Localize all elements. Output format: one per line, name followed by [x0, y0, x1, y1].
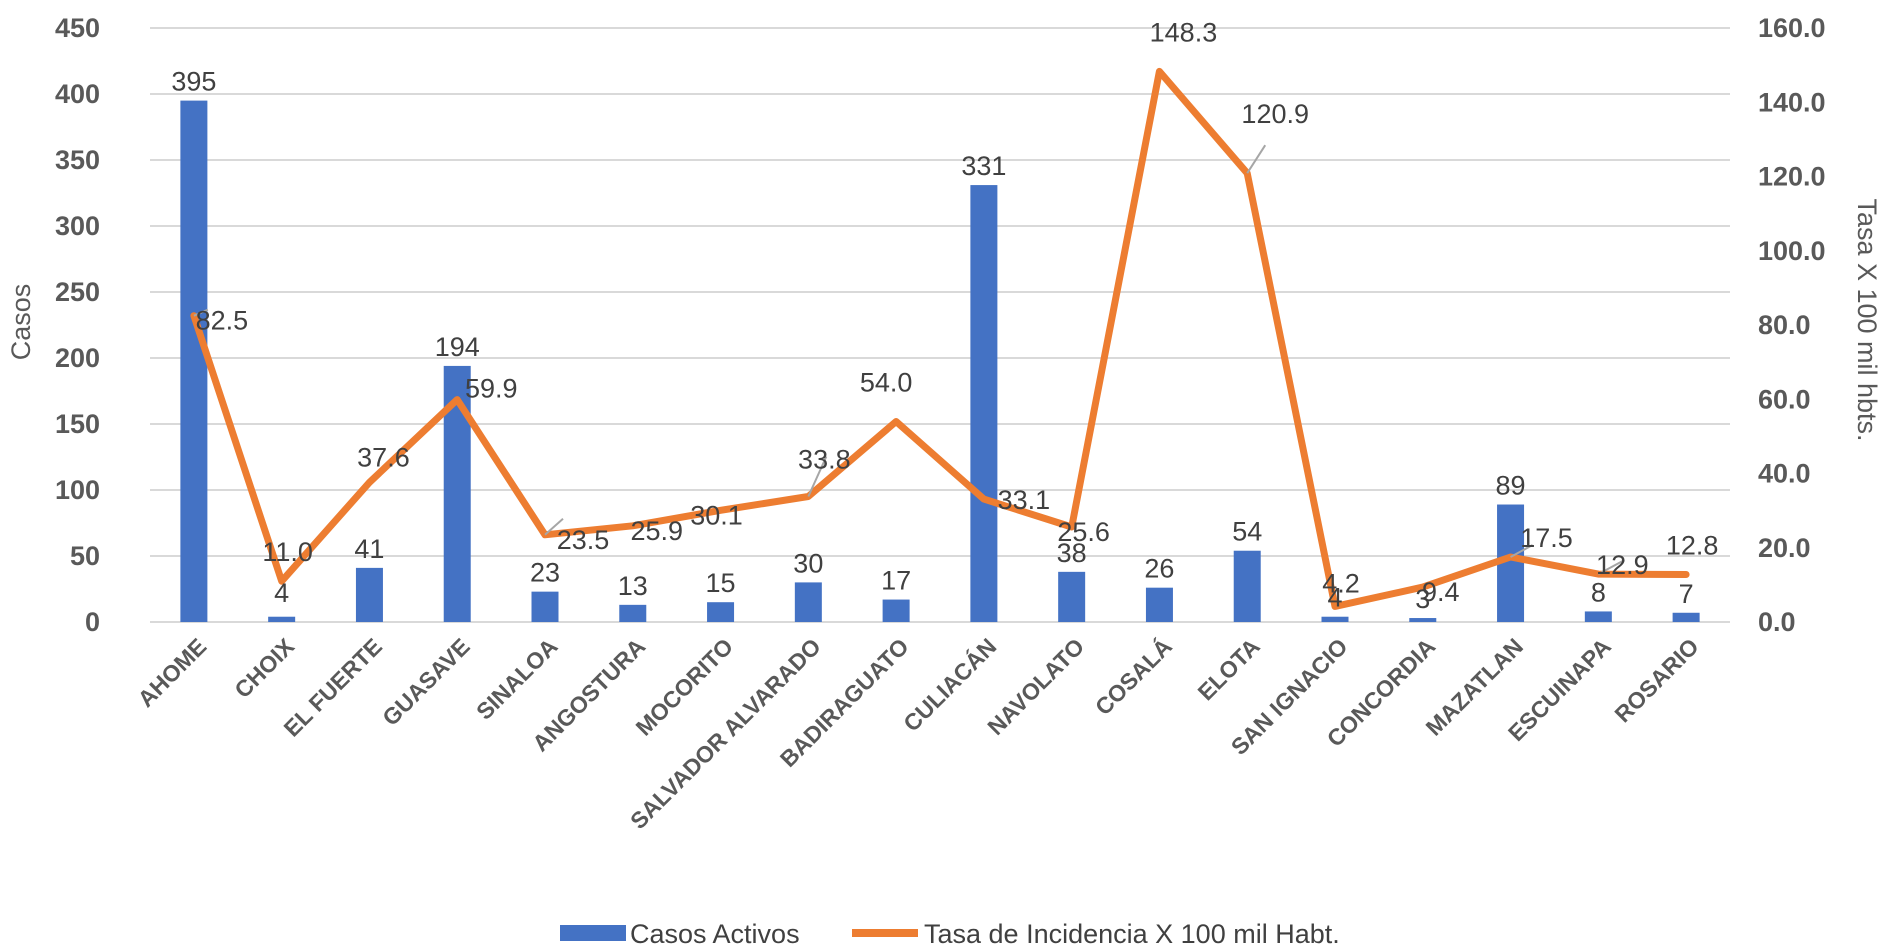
leader-line	[1246, 144, 1267, 174]
y-tick-label: 150	[55, 409, 100, 439]
x-tick-label: COSALÁ	[1089, 632, 1177, 720]
bar-data-label: 395	[171, 67, 216, 97]
legend-label-tasa-incidencia: Tasa de Incidencia X 100 mil Habt.	[924, 919, 1340, 949]
y2-tick-label: 160.0	[1758, 13, 1826, 43]
line-data-label: 12.8	[1666, 530, 1719, 560]
data-labels: 395 4 41 194 23 13 15 30 17 331 38 26 54 4 3 89 8 7 82.5 11…	[171, 17, 1718, 614]
bar	[1058, 571, 1086, 622]
bar	[531, 591, 559, 622]
bar	[794, 582, 822, 622]
line-data-label: 54.0	[860, 368, 913, 398]
y2-tick-label: 60.0	[1758, 384, 1811, 414]
y2-tick-label: 20.0	[1758, 533, 1811, 563]
leader-line	[807, 456, 828, 497]
bar	[882, 599, 910, 622]
bar	[619, 604, 647, 622]
x-tick-label: ELOTA	[1192, 633, 1264, 705]
bar-data-label: 41	[354, 534, 384, 564]
y2-tick-label: 0.0	[1758, 607, 1796, 637]
line-data-label: 25.6	[1057, 517, 1110, 547]
bar-data-label: 4	[274, 578, 289, 608]
y2-tick-label: 80.0	[1758, 310, 1811, 340]
bar	[1672, 612, 1700, 622]
leader-line	[544, 518, 564, 536]
y-tick-label: 450	[55, 13, 100, 43]
bar	[1409, 618, 1437, 622]
line-data-label: 33.8	[798, 445, 851, 475]
bar	[268, 616, 296, 622]
bars-casos-activos	[180, 100, 1700, 623]
line-data-label: 148.3	[1150, 17, 1218, 47]
line-data-label: 82.5	[196, 306, 249, 336]
bar-data-label: 8	[1591, 577, 1606, 607]
gridlines	[150, 27, 1730, 623]
line-data-label: 25.9	[630, 516, 683, 546]
y2-tick-label: 40.0	[1758, 459, 1811, 489]
bar	[1145, 587, 1173, 622]
legend-swatch-casos-activos	[560, 925, 626, 941]
bar	[355, 567, 383, 622]
y2-tick-label: 140.0	[1758, 87, 1826, 117]
bar-data-label: 38	[1057, 538, 1087, 568]
leader-line	[1597, 559, 1625, 575]
bar-data-label: 26	[1144, 554, 1174, 584]
x-tick-label: SINALOA	[471, 633, 563, 725]
y2-tick-label: 100.0	[1758, 236, 1826, 266]
bar-data-label: 30	[793, 548, 823, 578]
line-data-label: 23.5	[557, 525, 610, 555]
x-tick-label: ROSARIO	[1609, 633, 1703, 727]
y-axis-title: Casos	[6, 284, 36, 361]
y-tick-label: 350	[55, 145, 100, 175]
leader-line	[193, 308, 209, 317]
label-leader-lines	[193, 144, 1625, 575]
legend-label-casos-activos: Casos Activos	[630, 919, 800, 949]
bar-data-label: 331	[961, 151, 1006, 181]
y-tick-label: 300	[55, 211, 100, 241]
line-data-label: 30.1	[690, 500, 743, 530]
bar	[1233, 550, 1261, 622]
line-data-label: 33.1	[998, 485, 1051, 515]
y2-axis-title: Tasa X 100 mil hbts.	[1852, 198, 1878, 441]
line-series	[190, 67, 1690, 610]
line-data-label: 11.0	[262, 537, 313, 567]
bar	[180, 100, 208, 623]
line-tasa-incidencia	[190, 67, 1690, 610]
bar-data-label: 194	[435, 332, 480, 362]
y-tick-label: 0	[85, 607, 100, 637]
bar-data-label: 13	[618, 571, 648, 601]
bar	[707, 602, 735, 622]
x-tick-label: GUASAVE	[377, 633, 475, 731]
bar-data-label: 3	[1415, 584, 1430, 614]
y-tick-label: 250	[55, 277, 100, 307]
line-data-label: 12.9	[1596, 550, 1649, 580]
bar-data-label: 7	[1679, 579, 1694, 609]
x-tick-label: AHOME	[132, 633, 211, 712]
line-data-label: 9.4	[1422, 577, 1460, 607]
legend: Casos Activos Tasa de Incidencia X 100 m…	[560, 919, 1340, 949]
line-data-label: 17.5	[1520, 523, 1573, 553]
x-tick-label: CHOIX	[229, 633, 299, 703]
y-tick-label: 200	[55, 343, 100, 373]
bar-data-label: 15	[706, 568, 736, 598]
bar-data-label: 89	[1496, 471, 1526, 501]
bar-data-label: 17	[881, 566, 911, 596]
bar	[1321, 616, 1349, 622]
y-tick-label: 50	[70, 541, 100, 571]
line-data-label: 59.9	[465, 374, 518, 404]
line-data-label: 4.2	[1322, 568, 1360, 598]
bar	[1584, 611, 1612, 622]
leader-line	[1510, 544, 1534, 558]
y-tick-label: 100	[55, 475, 100, 505]
y2-tick-label: 120.0	[1758, 162, 1826, 192]
line-data-label: 120.9	[1241, 99, 1309, 129]
y-tick-label: 400	[55, 79, 100, 109]
bar-data-label: 4	[1327, 583, 1342, 613]
bar-data-label: 23	[530, 558, 560, 588]
line-data-label: 37.6	[357, 442, 410, 472]
bar	[970, 185, 998, 622]
bar-data-label: 54	[1232, 517, 1262, 547]
